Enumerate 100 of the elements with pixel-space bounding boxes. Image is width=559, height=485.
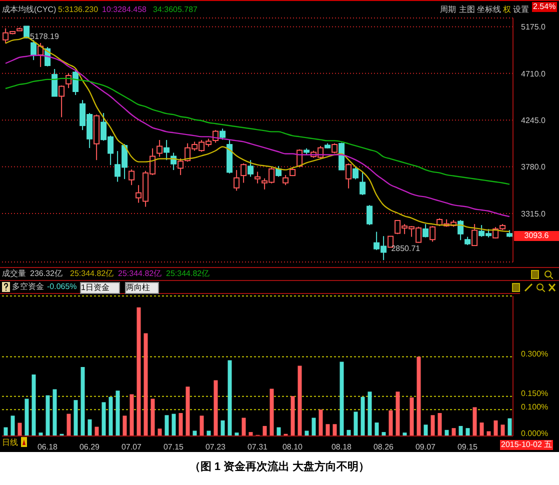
bar xyxy=(158,428,162,436)
bar xyxy=(388,410,393,436)
text: 成交量 xyxy=(2,269,26,279)
bar xyxy=(10,416,15,436)
bar xyxy=(144,333,148,436)
text: 两向柱 xyxy=(125,282,159,294)
bar xyxy=(228,360,232,436)
y-tick-label: 0.300% xyxy=(521,350,548,359)
candlestick xyxy=(58,84,65,118)
bar xyxy=(18,422,22,436)
bar xyxy=(80,367,85,436)
candlestick xyxy=(52,68,58,98)
text: 25:344.82亿 xyxy=(70,269,114,279)
bar xyxy=(46,395,50,436)
bar xyxy=(500,424,505,436)
bar xyxy=(508,418,512,436)
bar xyxy=(200,416,204,436)
x-tick-label: 07.23 xyxy=(205,442,226,452)
bar xyxy=(444,430,449,436)
text: 3093.6 xyxy=(514,230,559,241)
text: 坐标线 xyxy=(477,5,501,15)
candlestick xyxy=(282,174,289,186)
bar xyxy=(438,413,442,436)
candlestick xyxy=(164,140,170,161)
bar xyxy=(480,422,484,436)
candlestick xyxy=(72,69,79,96)
bar xyxy=(276,427,281,436)
bar xyxy=(472,407,477,436)
bar xyxy=(150,398,155,436)
text: 2.54% xyxy=(532,2,557,12)
bar xyxy=(326,424,330,436)
x-tick-label: 09.07 xyxy=(415,442,436,452)
candlestick xyxy=(352,166,359,180)
text: 10:3284.458 xyxy=(102,5,146,15)
candlestick xyxy=(332,142,338,154)
bar xyxy=(410,397,414,436)
text: 1日资金 xyxy=(80,282,120,294)
bar xyxy=(368,392,372,436)
bar xyxy=(66,414,71,436)
candlestick xyxy=(240,162,247,184)
candlestick xyxy=(254,171,261,184)
text: 主图 xyxy=(459,5,475,15)
y-tick-label: 5175.0 xyxy=(521,22,546,32)
text: 设置 xyxy=(513,5,529,15)
bar xyxy=(270,388,274,436)
bar xyxy=(214,380,218,436)
y-tick-label: 3780.0 xyxy=(521,162,546,172)
bar xyxy=(430,415,435,436)
bar xyxy=(88,419,92,436)
candlestick xyxy=(30,40,37,61)
bar xyxy=(242,418,246,436)
x-tick-label: 08.10 xyxy=(282,442,304,452)
bar xyxy=(116,390,120,436)
bar xyxy=(122,416,127,436)
text: 34:3605.787 xyxy=(153,5,198,15)
bar xyxy=(466,428,470,436)
bar xyxy=(458,426,463,436)
candlestick xyxy=(430,226,436,242)
bar xyxy=(374,422,379,436)
y-tick-label: 0.000% xyxy=(521,428,548,438)
y-tick-label: 4245.0 xyxy=(521,116,546,125)
y-tick-label: 3315.0 xyxy=(521,209,546,218)
bar xyxy=(340,362,344,436)
bar xyxy=(186,386,190,436)
bar xyxy=(4,427,8,436)
bar xyxy=(304,430,309,436)
bar xyxy=(424,424,428,436)
bar xyxy=(206,430,211,436)
bar xyxy=(172,414,176,436)
candlestick xyxy=(366,204,373,226)
bar xyxy=(290,396,295,436)
text: 周期 xyxy=(440,5,456,15)
y-tick-label: 0.100% xyxy=(521,402,548,412)
bar xyxy=(318,410,323,436)
candlestick xyxy=(248,160,254,178)
x-tick-label: 08.26 xyxy=(373,442,394,452)
candlestick xyxy=(234,170,240,192)
candlestick xyxy=(458,220,464,241)
x-tick-label: 06.29 xyxy=(79,442,100,452)
text: 5:3136.230 xyxy=(58,5,98,15)
candlestick xyxy=(128,168,135,186)
bar xyxy=(312,418,316,436)
candlestick xyxy=(422,224,429,238)
candlestick xyxy=(156,140,163,158)
candlestick xyxy=(38,42,44,68)
bar xyxy=(494,420,498,436)
x-tick-label: 07.15 xyxy=(163,442,184,452)
text: 日线 xyxy=(2,438,18,448)
bar xyxy=(262,426,267,436)
y-tick-label: 4710.0 xyxy=(521,69,546,78)
candlestick xyxy=(360,171,366,196)
x-tick-label: 08.18 xyxy=(331,442,352,452)
bar xyxy=(346,430,351,436)
bar xyxy=(396,392,400,436)
text: 2015-10-02 五 xyxy=(500,440,554,450)
bar xyxy=(486,431,491,436)
bar xyxy=(74,400,78,436)
bar xyxy=(354,412,358,436)
candlestick xyxy=(472,224,478,246)
bar xyxy=(416,356,421,436)
